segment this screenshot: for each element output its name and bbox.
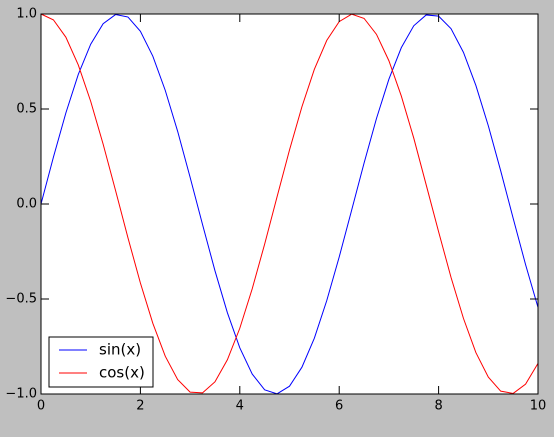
legend-label: cos(x)	[99, 364, 145, 382]
legend-label: sin(x)	[99, 341, 141, 359]
x-tick-label: 10	[530, 399, 547, 414]
legend-box	[48, 336, 154, 388]
y-tick-label: 1.0	[16, 7, 37, 22]
x-tick-label: 6	[335, 399, 343, 414]
y-tick-label: −1.0	[5, 387, 37, 402]
x-tick-label: 4	[236, 399, 244, 414]
x-tick-label: 8	[434, 399, 442, 414]
plot-area	[41, 14, 538, 394]
y-tick-label: 0.5	[16, 102, 37, 117]
line-series	[40, 14, 539, 395]
y-tick-label: 0.0	[16, 197, 37, 212]
line-series	[40, 13, 539, 394]
x-tick-label: 0	[37, 399, 45, 414]
y-tick-label: −0.5	[5, 292, 37, 307]
x-tick-label: 2	[136, 399, 144, 414]
